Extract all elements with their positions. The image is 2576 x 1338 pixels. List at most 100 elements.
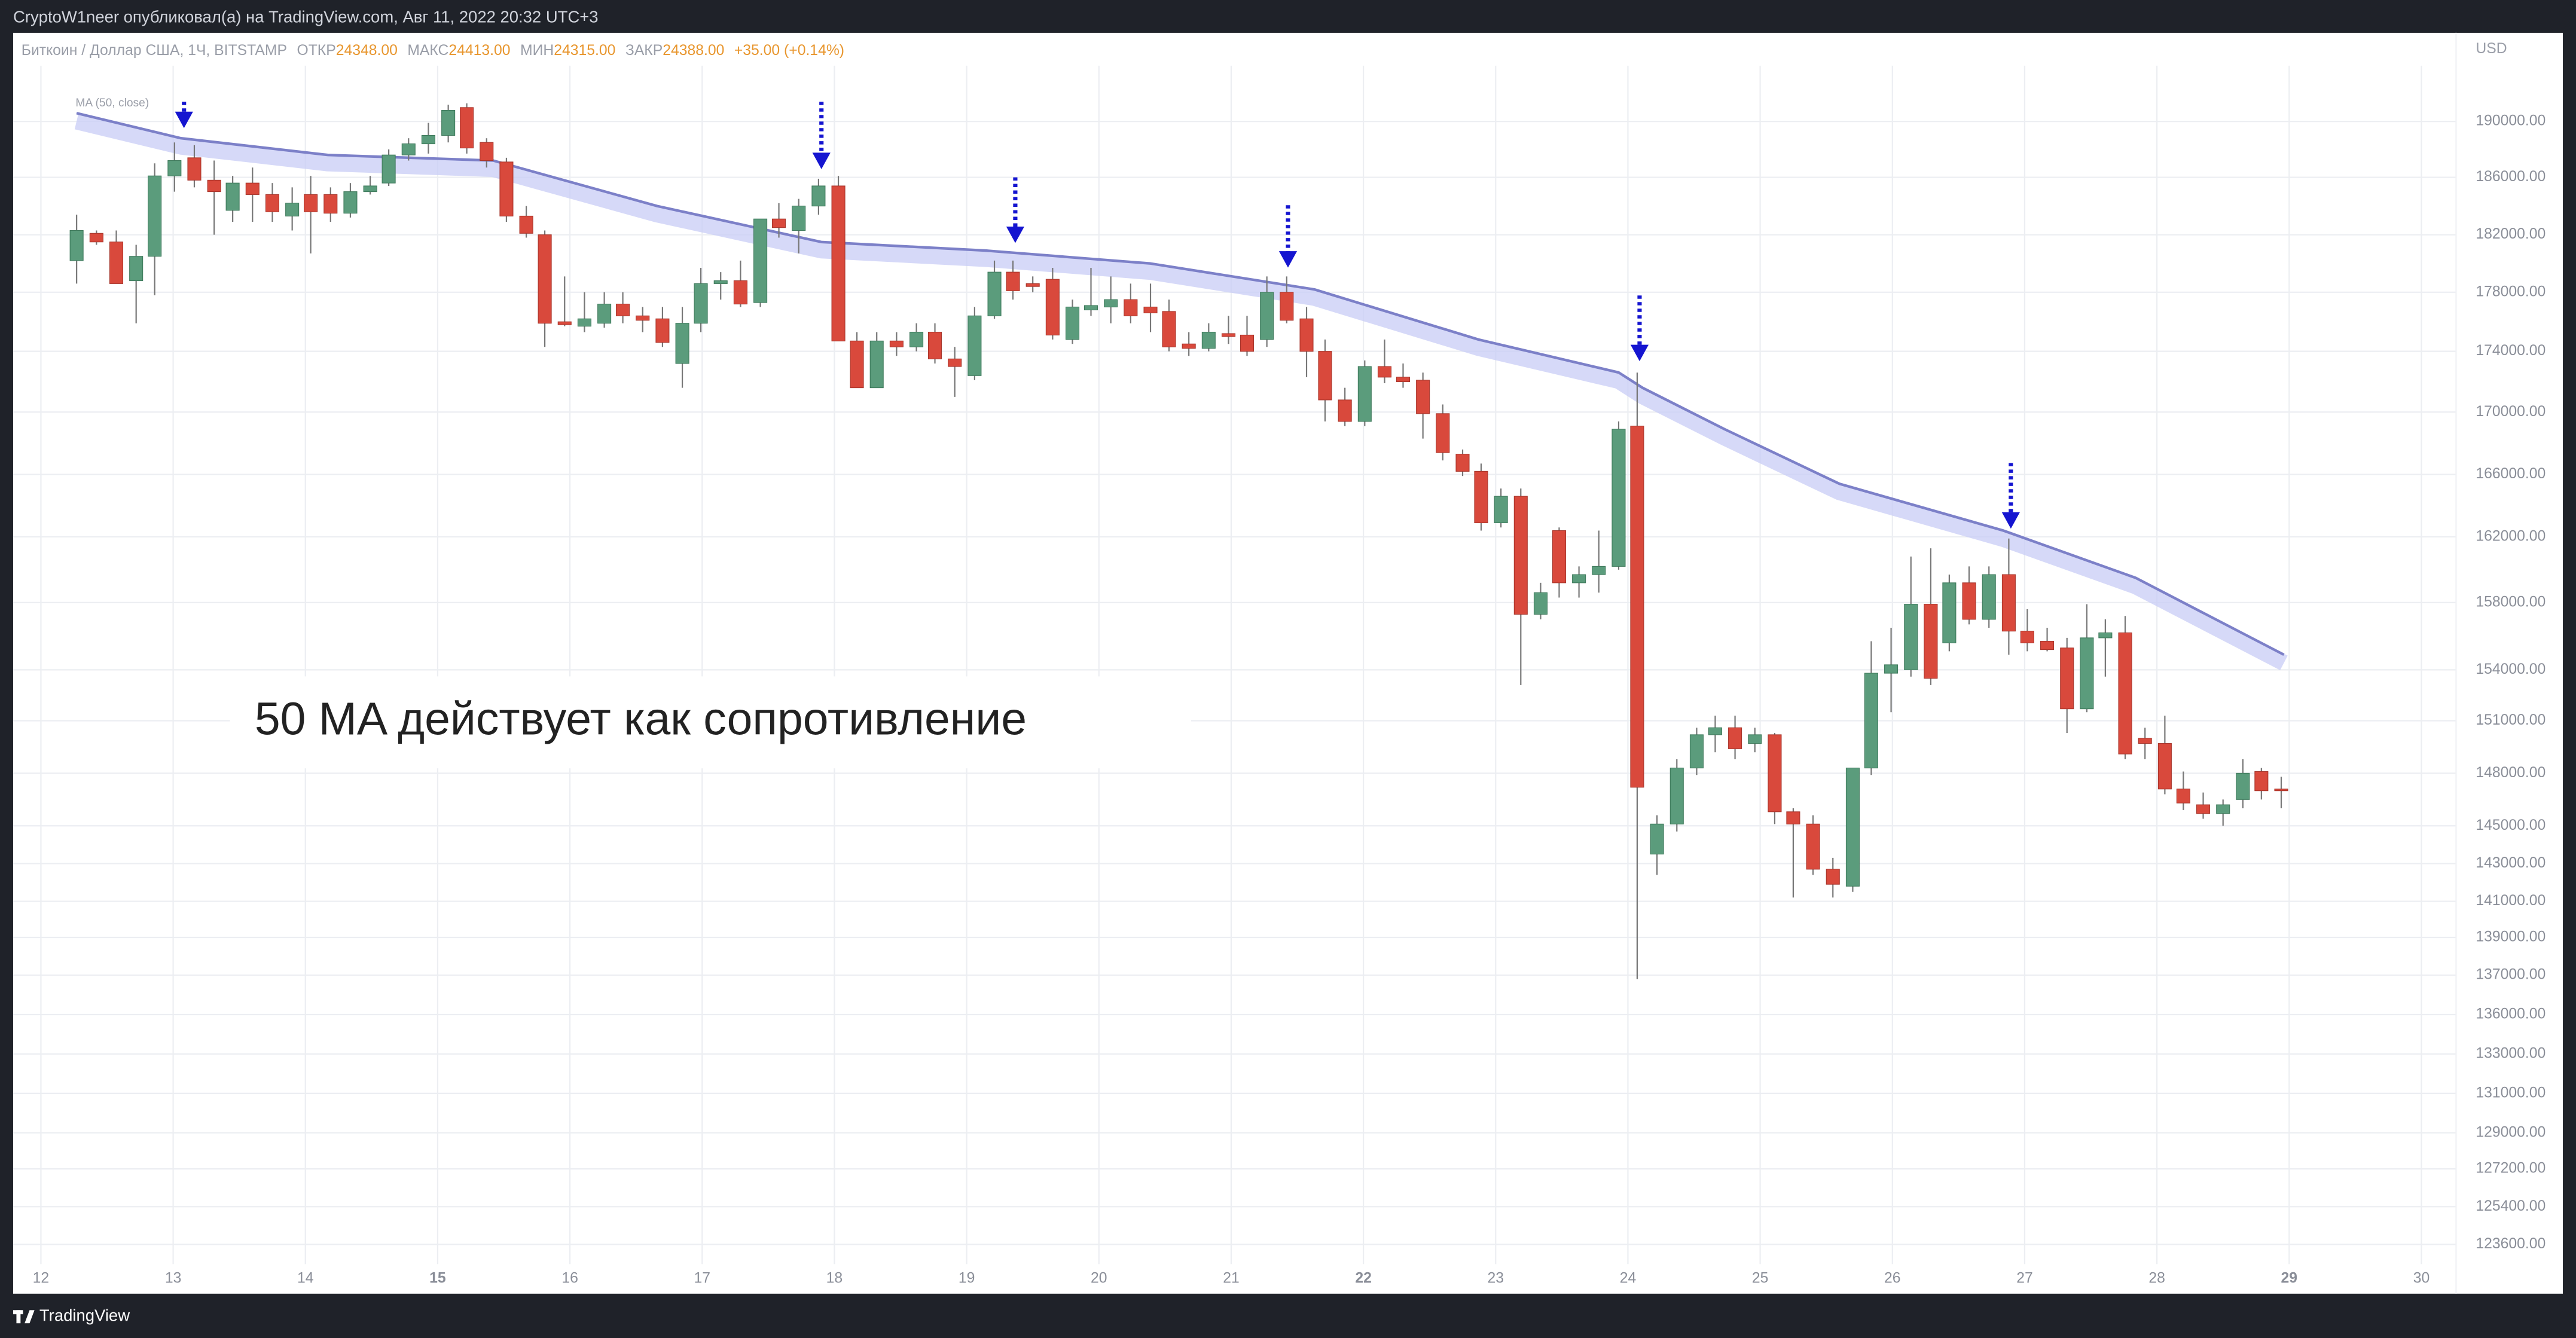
x-tick-label: 16 (561, 1270, 578, 1287)
x-tick-label: 23 (1488, 1270, 1504, 1287)
candle-body (655, 318, 670, 343)
candle-body (1611, 429, 1626, 567)
y-tick-label: 127200.00 (2476, 1160, 2546, 1177)
candle-body (831, 185, 846, 341)
candle-body (207, 179, 221, 193)
candle-body (909, 331, 924, 347)
candle-body (1533, 592, 1548, 615)
candle-body (1982, 574, 1996, 620)
legend-value: 24413.00 (448, 42, 510, 59)
ma-band (74, 113, 2288, 671)
x-tick-label: 30 (2413, 1270, 2430, 1287)
candle-body (1280, 292, 1294, 321)
legend-value: 24348.00 (336, 42, 398, 59)
candle-body (1592, 566, 1606, 575)
x-tick-label: 20 (1091, 1270, 1107, 1287)
legend-value: 24388.00 (663, 42, 724, 59)
y-tick-label: 154000.00 (2476, 661, 2546, 677)
candle-body (948, 358, 962, 367)
candle-body (167, 160, 182, 176)
legend-label: МИН (520, 42, 554, 59)
candle-body (2138, 738, 2152, 744)
legend-label: ЗАКР (625, 42, 663, 59)
candle-body (597, 304, 612, 324)
candle-body (1552, 530, 1566, 584)
candle-body (733, 280, 747, 305)
y-tick-label: 170000.00 (2476, 404, 2546, 420)
legend-label: ОТКР (297, 42, 335, 59)
candle-body (1806, 823, 1820, 870)
x-tick-label: 21 (1223, 1270, 1240, 1287)
symbol: Биткоин / Доллар США, 1Ч, BITSTAMP (22, 42, 287, 59)
candle-body (1201, 331, 1216, 349)
y-tick-label: 151000.00 (2476, 712, 2546, 728)
candle-body (1436, 413, 1450, 453)
candle-body (753, 218, 768, 303)
y-tick-label: 178000.00 (2476, 283, 2546, 300)
x-tick-label: 14 (297, 1270, 314, 1287)
candle-body (1572, 574, 1586, 584)
candle-body (1924, 604, 1938, 679)
ma-legend: MA (50, close) (75, 97, 149, 109)
candle-body (1748, 734, 1762, 744)
candle-body (675, 323, 689, 364)
x-tick-label: 19 (959, 1270, 975, 1287)
candle-body (1708, 727, 1722, 735)
legend-value: 24315.00 (554, 42, 615, 59)
candle-body (323, 194, 338, 214)
candle-body (1494, 496, 1508, 524)
y-tick-label: 162000.00 (2476, 528, 2546, 544)
candle-body (2274, 789, 2288, 792)
candle-body (225, 182, 240, 211)
candle-body (460, 107, 474, 149)
candle-body (2196, 804, 2211, 814)
candle-body (1045, 279, 1060, 336)
candle-body (1260, 292, 1274, 340)
candle-body (1025, 283, 1040, 287)
y-tick-label: 190000.00 (2476, 113, 2546, 129)
change: +35.00 (+0.14%) (734, 42, 844, 59)
currency: USD (2476, 41, 2507, 57)
published-line: CryptoW1neer опубликовал(а) на TradingVi… (13, 7, 599, 26)
candle-body (1006, 271, 1020, 291)
x-tick-label: 28 (2148, 1270, 2165, 1287)
candle-body (2118, 632, 2132, 754)
candle-body (1630, 426, 1644, 788)
x-tick-label: 25 (1752, 1270, 1769, 1287)
y-tick-label: 125400.00 (2476, 1198, 2546, 1214)
candle-body (1104, 299, 1118, 308)
logo (13, 1310, 35, 1324)
candle-body (1768, 734, 1782, 812)
candle-body (2040, 640, 2055, 650)
candle-body (694, 283, 708, 324)
y-tick-label: 131000.00 (2476, 1085, 2546, 1101)
symbol-legend: Биткоин / Доллар США, 1Ч, BITSTAMP ОТКР24… (22, 42, 844, 59)
candle-body (557, 321, 572, 325)
x-tick-label: 12 (33, 1270, 50, 1287)
annotation-box (230, 676, 1191, 769)
arrow-head (1278, 251, 1298, 268)
candle-body (2080, 637, 2094, 710)
candle-body (1826, 869, 1840, 885)
y-tick-label: 166000.00 (2476, 466, 2546, 482)
x-tick-label: 27 (2016, 1270, 2033, 1287)
candle-body (772, 218, 786, 228)
candle-body (811, 185, 826, 207)
arrow-head (175, 111, 193, 129)
y-tick-label: 145000.00 (2476, 817, 2546, 833)
candle-body (1845, 768, 1860, 887)
candle-body (89, 233, 103, 243)
candle-body (285, 203, 300, 216)
y-tick-label: 148000.00 (2476, 765, 2546, 781)
candle-body (967, 315, 982, 376)
candle-body (1962, 582, 1976, 620)
candle-body (869, 340, 884, 389)
candle-body (401, 143, 416, 155)
candle-body (792, 206, 806, 231)
logo-part (25, 1310, 35, 1324)
candle-body (421, 135, 435, 145)
candle-body (1689, 734, 1704, 769)
candle-body (1221, 333, 1236, 337)
candle-body (538, 234, 552, 324)
